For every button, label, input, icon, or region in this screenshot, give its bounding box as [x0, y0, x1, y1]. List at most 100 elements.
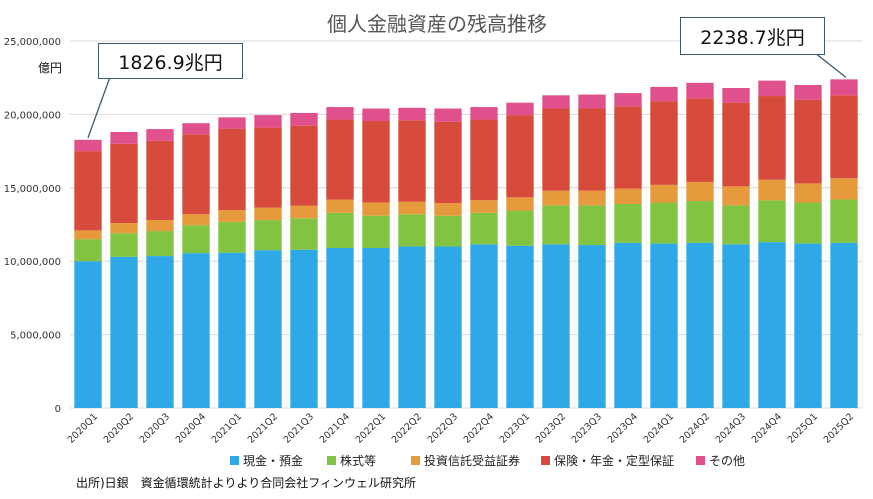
bar-segment: [362, 215, 390, 248]
bar-segment: [146, 129, 174, 141]
bar-segment: [182, 123, 210, 135]
x-tick-label: 2021Q2: [246, 411, 280, 445]
x-tick-label: 2023Q4: [606, 411, 640, 445]
bar-segment: [614, 203, 642, 243]
bar-segment: [686, 242, 714, 408]
bar-segment: [74, 151, 102, 231]
bar-segment: [722, 186, 750, 206]
bar-segment: [614, 106, 642, 189]
bar-segment: [542, 244, 570, 408]
bar-segment: [326, 107, 354, 120]
bar-segment: [686, 201, 714, 243]
bar-segment: [578, 190, 606, 206]
y-tick-label: 10,000,000: [4, 257, 61, 268]
bar-segment: [218, 221, 246, 253]
bar-segment: [830, 79, 858, 96]
legend-swatch: [541, 456, 550, 465]
bar-segment: [290, 249, 318, 408]
bar-segment: [110, 256, 138, 408]
bar-segment: [434, 246, 462, 408]
x-tick-label: 2025Q1: [786, 411, 820, 445]
x-tick-label: 2024Q1: [642, 411, 676, 445]
legend-label: その他: [709, 454, 745, 468]
bar-segment: [254, 127, 282, 208]
bar-segment: [506, 197, 534, 211]
callout-leaders: [87, 52, 847, 139]
bar-segment: [434, 121, 462, 204]
legend-swatch: [696, 456, 705, 465]
bar-segment: [722, 244, 750, 408]
bar-segment: [506, 102, 534, 116]
x-axis: 2020Q1 2020Q2 2020Q3 2020Q4 2021Q1 2021Q2 2021…: [66, 411, 856, 445]
bar-segment: [686, 98, 714, 182]
bar-segment: [362, 202, 390, 216]
x-tick-label: 2022Q2: [390, 411, 424, 445]
bar-segment: [578, 108, 606, 191]
bar-segment: [506, 115, 534, 198]
legend-label: 保険・年金・定型保証: [554, 453, 674, 468]
bar-segment: [254, 207, 282, 221]
bar-segment: [146, 231, 174, 257]
x-tick-label: 2024Q4: [750, 411, 784, 445]
bar-segment: [542, 95, 570, 109]
callout-2025q2-total: 2238.7兆円: [680, 17, 825, 55]
bar-segment: [434, 203, 462, 216]
bar-segment: [794, 243, 822, 408]
bar-segment: [362, 108, 390, 122]
bar-segment: [650, 101, 678, 185]
x-tick-label: 2025Q2: [822, 411, 856, 445]
bar-segment: [614, 93, 642, 107]
callout-leader-line: [87, 76, 111, 139]
legend-label: 現金・預金: [243, 453, 303, 468]
bar-segment: [542, 108, 570, 191]
x-tick-label: 2021Q4: [318, 411, 352, 445]
bar-segment: [290, 125, 318, 206]
y-axis: 0 5,000,000 10,000,000 15,000,000 20,000,000…: [4, 37, 61, 415]
x-tick-label: 2020Q1: [66, 411, 100, 445]
legend-swatch: [230, 456, 239, 465]
x-tick-label: 2024Q2: [678, 411, 712, 445]
bar-segment: [722, 102, 750, 187]
bar-segment: [398, 246, 426, 408]
x-tick-label: 2022Q3: [426, 411, 460, 445]
bar-segment: [470, 119, 498, 201]
bar-segment: [218, 117, 246, 129]
bar-segment: [470, 212, 498, 245]
bar-segment: [686, 181, 714, 202]
bar-segment: [722, 87, 750, 103]
y-tick-label: 5,000,000: [10, 331, 61, 342]
x-tick-label: 2020Q4: [174, 411, 208, 445]
bar-segment: [110, 233, 138, 257]
bar-segment: [830, 199, 858, 243]
bar-segment: [74, 239, 102, 262]
bar-segment: [686, 82, 714, 99]
x-tick-label: 2020Q3: [138, 411, 172, 445]
bar-segment: [506, 245, 534, 408]
bar-segment: [758, 242, 786, 408]
bar-segment: [74, 230, 102, 240]
bar-segment: [362, 121, 390, 203]
bar-segment: [326, 199, 354, 213]
bar-segment: [290, 218, 318, 250]
legend-label: 株式等: [340, 453, 376, 468]
bar-segment: [74, 139, 102, 152]
bar-segment: [326, 247, 354, 408]
bar-segment: [830, 95, 858, 179]
bar-stacks: [74, 79, 858, 408]
bar-segment: [650, 202, 678, 244]
bar-segment: [470, 244, 498, 408]
bar-segment: [758, 96, 786, 180]
legend-label: 投資信託受益証券: [424, 453, 520, 468]
bar-segment: [758, 80, 786, 97]
bar-segment: [110, 143, 138, 224]
bar-segment: [326, 119, 354, 200]
chart-title: 個人金融資産の残高推移: [327, 12, 547, 36]
bar-segment: [758, 179, 786, 201]
bar-segment: [614, 242, 642, 408]
y-tick-label: 25,000,000: [4, 37, 61, 48]
bar-segment: [506, 210, 534, 246]
bar-segment: [218, 252, 246, 408]
bar-segment: [794, 183, 822, 203]
